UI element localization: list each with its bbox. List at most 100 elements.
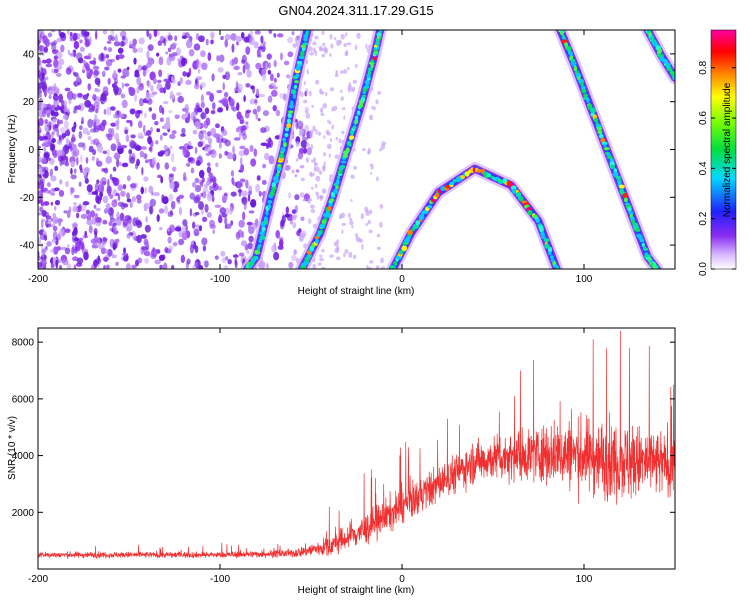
noise-blob — [44, 125, 48, 132]
noise-blob — [292, 214, 298, 219]
noise-blob — [72, 256, 79, 262]
noise-blob — [208, 219, 215, 227]
noise-blob — [48, 89, 54, 96]
noise-blob — [218, 215, 223, 224]
arc-core — [407, 229, 414, 235]
noise-blob — [173, 188, 178, 193]
arc-core — [327, 205, 332, 211]
noise-blob — [329, 53, 332, 57]
noise-blob — [96, 160, 103, 167]
noise-blob — [201, 209, 204, 215]
noise-blob — [306, 147, 312, 156]
noise-blob — [145, 216, 148, 223]
noise-blob — [368, 114, 374, 121]
noise-blob — [119, 113, 125, 118]
noise-blob — [201, 191, 207, 199]
noise-blob — [245, 124, 249, 130]
noise-blob — [76, 92, 83, 98]
noise-blob — [221, 97, 229, 107]
noise-blob — [38, 212, 42, 216]
noise-blob — [340, 89, 343, 94]
noise-blob — [295, 141, 300, 148]
noise-blob — [216, 55, 220, 62]
arc-core — [372, 56, 377, 61]
noise-blob — [275, 109, 281, 117]
noise-blob — [380, 144, 386, 151]
noise-blob — [229, 206, 233, 215]
noise-blob — [356, 32, 361, 39]
noise-blob — [245, 62, 251, 71]
arc-core — [609, 164, 615, 170]
noise-blob — [111, 83, 116, 88]
noise-blob — [352, 254, 357, 259]
arc-2 — [240, 30, 314, 269]
noise-blob — [126, 233, 131, 239]
noise-blob — [93, 235, 99, 244]
noise-blob — [221, 129, 228, 136]
arc-core — [367, 67, 373, 72]
noise-blob — [66, 263, 72, 269]
noise-blob — [40, 242, 44, 250]
noise-blob — [51, 42, 57, 52]
noise-blob — [209, 31, 215, 39]
arc-core — [549, 255, 554, 259]
noise-blob — [250, 198, 257, 208]
noise-blob — [134, 162, 139, 170]
noise-blob — [205, 117, 211, 126]
spectrogram-content — [38, 30, 675, 269]
noise-blob — [178, 206, 182, 216]
noise-blob — [144, 132, 148, 136]
noise-blob — [197, 141, 204, 148]
noise-blob — [50, 175, 57, 182]
noise-blob — [340, 96, 344, 101]
noise-blob — [295, 158, 299, 162]
arc-core — [361, 94, 366, 98]
noise-blob — [315, 191, 319, 196]
arc-core — [257, 243, 262, 248]
noise-blob — [196, 156, 203, 165]
noise-blob — [56, 104, 60, 110]
noise-blob — [106, 40, 112, 45]
noise-blob — [129, 108, 136, 115]
noise-blob — [62, 114, 69, 120]
noise-blob — [292, 43, 297, 49]
snr-x-tick-label: 100 — [576, 574, 593, 585]
noise-blob — [253, 99, 258, 104]
noise-blob — [56, 64, 63, 70]
noise-blob — [255, 183, 261, 193]
noise-blob — [308, 90, 312, 97]
arc-core — [580, 82, 584, 87]
arc-core — [290, 88, 297, 95]
noise-blob — [291, 254, 297, 262]
noise-blob — [283, 60, 290, 66]
arc-core — [598, 133, 604, 139]
noise-blob — [254, 30, 261, 35]
arc-core — [367, 70, 372, 76]
noise-blob — [41, 219, 44, 229]
noise-blob — [200, 112, 207, 120]
noise-blob — [105, 61, 110, 66]
noise-blob — [369, 163, 374, 167]
colorbar-gradient — [710, 29, 737, 270]
arc-core — [288, 104, 295, 109]
noise-blob — [236, 41, 239, 46]
noise-blob — [103, 208, 108, 214]
noise-blob — [75, 212, 80, 219]
noise-blob — [143, 153, 148, 160]
noise-blob — [159, 226, 163, 231]
noise-blob — [322, 164, 326, 171]
noise-blob — [86, 219, 94, 226]
noise-blob — [335, 69, 339, 76]
noise-blob — [82, 235, 89, 239]
noise-blob — [86, 92, 90, 97]
arc-core — [573, 65, 578, 72]
noise-blob — [103, 167, 109, 174]
arc-3 — [386, 162, 564, 269]
colorbar-tick-label: 0.8 — [698, 60, 709, 74]
noise-blob — [343, 115, 346, 120]
noise-blob — [129, 140, 137, 149]
noise-blob — [246, 69, 252, 78]
noise-blob — [201, 216, 208, 222]
noise-blob — [346, 42, 352, 46]
spectrogram-y-tick-label: 40 — [23, 49, 35, 60]
